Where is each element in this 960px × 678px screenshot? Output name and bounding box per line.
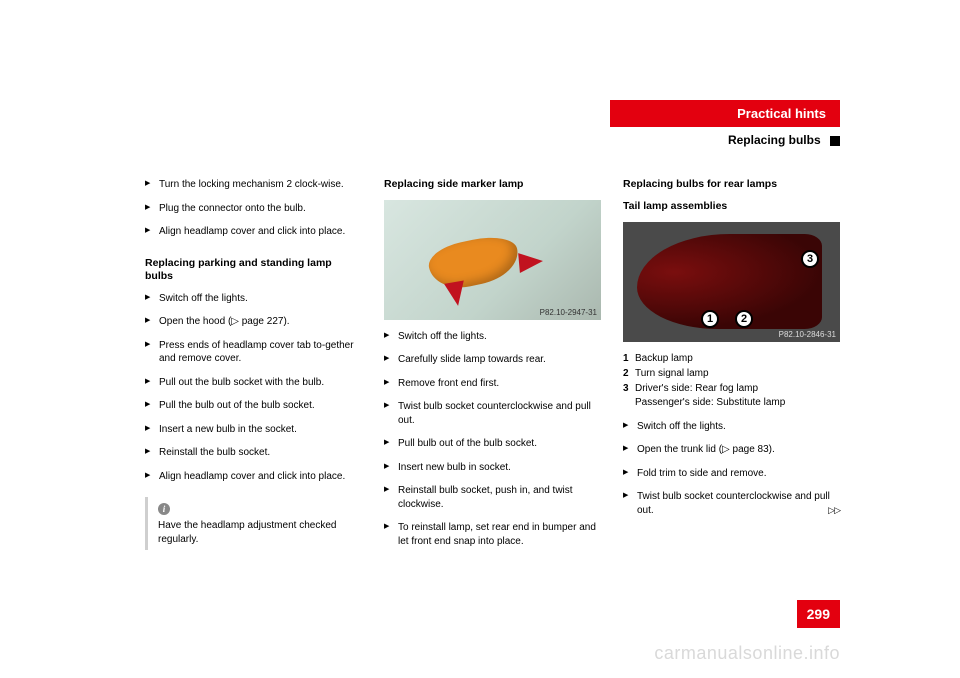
legend-text: Backup lamp	[635, 353, 693, 364]
col3-steps: Switch off the lights. Open the trunk li…	[623, 420, 840, 528]
step: Twist bulb socket counterclockwise and p…	[623, 490, 840, 527]
step: Carefully slide lamp towards rear.	[384, 353, 601, 377]
legend: 1 Backup lamp 2 Turn signal lamp 3 Driver's…	[623, 352, 840, 410]
step: To reinstall lamp, set rear end in bumpe…	[384, 521, 601, 558]
step: Reinstall bulb socket, push in, and twis…	[384, 484, 601, 521]
info-icon: i	[158, 503, 170, 515]
step: Align headlamp cover and click into plac…	[145, 470, 362, 494]
section-marker-icon	[830, 136, 840, 146]
col3-heading: Replacing bulbs for rear lamps	[623, 178, 840, 192]
step: Twist bulb socket counterclockwise and p…	[384, 400, 601, 437]
page-header: Practical hints Replacing bulbs	[120, 100, 840, 147]
figure-caption: P82.10-2846-31	[779, 330, 836, 339]
step: Insert a new bulb in the socket.	[145, 423, 362, 447]
tail-lamp-shape	[637, 234, 822, 329]
step: Remove front end first.	[384, 377, 601, 401]
content-columns: Turn the locking mechanism 2 clock-wise.…	[145, 178, 840, 558]
step: Fold trim to side and remove.	[623, 467, 840, 491]
callout-3: 3	[801, 250, 819, 268]
legend-item: 1 Backup lamp	[623, 352, 840, 366]
watermark: carmanualsonline.info	[654, 643, 840, 664]
step: Pull bulb out of the bulb socket.	[384, 437, 601, 461]
marker-lamp-shape	[425, 231, 522, 294]
legend-num: 1	[623, 352, 629, 366]
col1-mid-steps: Switch off the lights. Open the hood (▷ …	[145, 292, 362, 494]
step: Open the hood (▷ page 227).	[145, 315, 362, 339]
col1-heading: Replacing parking and standing lamp bulb…	[145, 257, 362, 284]
col2-heading: Replacing side marker lamp	[384, 178, 601, 192]
info-text: Have the headlamp adjustment checked reg…	[158, 519, 362, 546]
step: Switch off the lights.	[623, 420, 840, 444]
legend-num: 3	[623, 382, 629, 396]
page-number: 299	[797, 600, 840, 628]
section-title: Practical hints	[737, 106, 826, 121]
step: Reinstall the bulb socket.	[145, 446, 362, 470]
legend-num: 2	[623, 367, 629, 381]
subsection-title: Replacing bulbs	[728, 133, 821, 147]
step: Press ends of headlamp cover tab to-geth…	[145, 339, 362, 376]
arrow-down-icon	[444, 280, 468, 307]
column-3: Replacing bulbs for rear lamps Tail lamp…	[623, 178, 840, 558]
step: Pull out the bulb socket with the bulb.	[145, 376, 362, 400]
step: Align headlamp cover and click into plac…	[145, 225, 362, 249]
arrow-right-icon	[518, 251, 544, 273]
step: Plug the connector onto the bulb.	[145, 202, 362, 226]
step: Open the trunk lid (▷ page 83).	[623, 443, 840, 467]
figure-caption: P82.10-2947-31	[540, 308, 597, 317]
step: Switch off the lights.	[384, 330, 601, 354]
step-text: Twist bulb socket counterclockwise and p…	[637, 491, 830, 516]
info-box: i Have the headlamp adjustment checked r…	[145, 497, 362, 550]
col1-top-steps: Turn the locking mechanism 2 clock-wise.…	[145, 178, 362, 249]
callout-1: 1	[701, 310, 719, 328]
legend-item: 3 Driver's side: Rear fog lamp Passenger'…	[623, 382, 840, 410]
callout-2: 2	[735, 310, 753, 328]
step: Turn the locking mechanism 2 clock-wise.	[145, 178, 362, 202]
tail-lamp-figure: 1 2 3 P82.10-2846-31	[623, 222, 840, 342]
legend-text: Driver's side: Rear fog lamp Passenger's…	[635, 383, 785, 408]
col3-subheading: Tail lamp assemblies	[623, 200, 840, 212]
col2-steps: Switch off the lights. Carefully slide l…	[384, 330, 601, 559]
continued-icon: ▷▷	[828, 504, 840, 516]
section-title-bar: Practical hints	[610, 100, 840, 127]
legend-text: Turn signal lamp	[635, 368, 709, 379]
column-2: Replacing side marker lamp P82.10-2947-3…	[384, 178, 601, 558]
legend-item: 2 Turn signal lamp	[623, 367, 840, 381]
subsection-row: Replacing bulbs	[120, 127, 840, 147]
side-marker-figure: P82.10-2947-31	[384, 200, 601, 320]
step: Insert new bulb in socket.	[384, 461, 601, 485]
column-1: Turn the locking mechanism 2 clock-wise.…	[145, 178, 362, 558]
step: Switch off the lights.	[145, 292, 362, 316]
step: Pull the bulb out of the bulb socket.	[145, 399, 362, 423]
